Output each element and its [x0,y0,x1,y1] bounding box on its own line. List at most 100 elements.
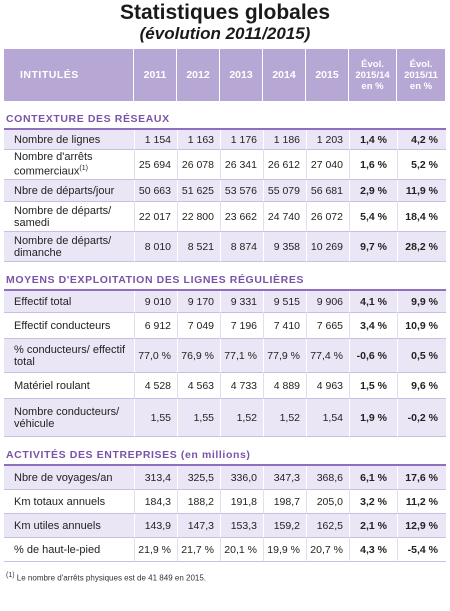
year-value-cell: 56 681 [306,180,349,202]
year-value-cell: 76,9 % [177,339,220,373]
evolution-2015-14-cell: 9,7 % [349,232,397,262]
year-value-cell: 77,4 % [306,339,349,373]
row-label-text: Nombre d'arrêts commerciaux [14,151,93,178]
year-value-cell: 8 521 [177,232,220,262]
year-value-cell: 9 515 [263,291,306,313]
header-evol-2015-11: Évol. 2015/11 en % [397,49,446,101]
row-label-text: Effectif conducteurs [14,319,111,332]
row-label: Effectif conducteurs [4,313,134,339]
header-evol-line: 2015/11 [404,69,438,81]
table-row: Nombre de lignes 1 154 1 163 1 176 1 186 1 20… [4,130,446,150]
table-row: Nbre de départs/jour 50 663 51 625 53 576 55… [4,180,446,202]
year-value-cell: 51 625 [177,180,220,202]
evolution-2015-11-cell: 12,9 % [397,514,446,538]
year-value-cell: 10 269 [306,232,349,262]
row-label-text: Nombre de départs/ samedi [14,204,112,229]
row-label-text: Nombre de lignes [14,133,101,146]
evolution-2015-11-cell: 10,9 % [397,313,446,339]
evolution-2015-11-cell: 9,9 % [397,291,446,313]
table-row: Nombre d'arrêts commerciaux(1) 25 694 26 0… [4,150,446,180]
year-value-cell: 26 078 [177,150,220,180]
header-year: 2015 [306,49,349,101]
row-label-text: Nbre de départs/jour [14,184,115,197]
year-value-cell: 1,55 [134,399,177,437]
evolution-2015-11-cell: -0,2 % [397,399,446,437]
section-header: CONTEXTURE DES RÉSEAUX [4,101,446,130]
row-label-text: Km utiles annuels [14,519,101,532]
header-label: INTITULÉS [4,49,134,101]
year-value-cell: 9 010 [134,291,177,313]
evolution-2015-11-cell: 4,2 % [397,130,446,150]
year-value-cell: 1 176 [220,130,263,150]
evolution-2015-11-cell: 11,9 % [397,180,446,202]
year-value-cell: 191,8 [220,490,263,514]
year-value-cell: 8 010 [134,232,177,262]
footnote-text: Le nombre d'arrêts physiques est de 41 8… [16,573,207,583]
year-value-cell: 27 040 [306,150,349,180]
year-value-cell: 198,7 [263,490,306,514]
table-row: Km utiles annuels 143,9 147,3 153,3 159,2 162… [4,514,446,538]
year-value-cell: 21,9 % [134,538,177,562]
evolution-2015-14-cell: 4,3 % [349,538,397,562]
year-value-cell: 4 528 [134,373,177,399]
evolution-2015-14-cell: 3,4 % [349,313,397,339]
row-label: Matériel roulant [4,373,134,399]
table-row: % de haut-le-pied 21,9 % 21,7 % 20,1 % 19,9 … [4,538,446,562]
table-row: Km totaux annuels 184,3 188,2 191,8 198,7 205… [4,490,446,514]
row-label: Effectif total [4,291,134,313]
row-label: % de haut-le-pied [4,538,134,562]
header-year: 2012 [177,49,220,101]
year-value-cell: 53 576 [220,180,263,202]
year-value-cell: 1,52 [220,399,263,437]
row-label-text: Nombre conducteurs/ véhicule [14,405,120,430]
year-value-cell: 22 800 [177,202,220,232]
year-value-cell: 23 662 [220,202,263,232]
year-value-cell: 159,2 [263,514,306,538]
evolution-2015-14-cell: 4,1 % [349,291,397,313]
year-value-cell: 368,6 [306,466,349,490]
evolution-2015-14-cell: -0,6 % [349,339,397,373]
year-value-cell: 1 203 [306,130,349,150]
year-value-cell: 7 049 [177,313,220,339]
year-value-cell: 7 196 [220,313,263,339]
year-value-cell: 20,7 % [306,538,349,562]
row-label-note: (1) [79,165,88,173]
row-label: Nombre de départs/ samedi [4,202,134,232]
table-row: Nombre de départs/ dimanche 8 010 8 521 8 8… [4,232,446,262]
evolution-2015-14-cell: 1,4 % [349,130,397,150]
evolution-2015-11-cell: 9,6 % [397,373,446,399]
row-label-text: Effectif total [14,295,72,308]
year-value-cell: 9 331 [220,291,263,313]
evolution-2015-11-cell: 18,4 % [397,202,446,232]
year-value-cell: 9 906 [306,291,349,313]
year-value-cell: 7 665 [306,313,349,339]
year-value-cell: 26 072 [306,202,349,232]
row-label: % conducteurs/ effectif total [4,339,134,373]
year-value-cell: 188,2 [177,490,220,514]
row-label-text: Nbre de voyages/an [14,471,113,484]
year-value-cell: 147,3 [177,514,220,538]
year-value-cell: 24 740 [263,202,306,232]
year-value-cell: 1,52 [263,399,306,437]
header-evol-line: en % [361,80,384,92]
header-year: 2013 [220,49,263,101]
year-value-cell: 25 694 [134,150,177,180]
evolution-2015-14-cell: 1,9 % [349,399,397,437]
year-value-cell: 1 186 [263,130,306,150]
header-evol-line: 2015/14 [355,69,390,81]
year-value-cell: 325,5 [177,466,220,490]
row-label: Nbre de voyages/an [4,466,134,490]
table-row: Nbre de voyages/an 313,4 325,5 336,0 347,3 36… [4,466,446,490]
table-row: % conducteurs/ effectif total 77,0 % 76,9 … [4,339,446,373]
evolution-2015-14-cell: 1,5 % [349,373,397,399]
header-year: 2011 [134,49,177,101]
year-value-cell: 184,3 [134,490,177,514]
row-label: Nombre conducteurs/ véhicule [4,399,134,437]
year-value-cell: 336,0 [220,466,263,490]
year-value-cell: 55 079 [263,180,306,202]
evolution-2015-11-cell: -5,4 % [397,538,446,562]
evolution-2015-11-cell: 17,6 % [397,466,446,490]
year-value-cell: 205,0 [306,490,349,514]
evolution-2015-14-cell: 6,1 % [349,466,397,490]
year-value-cell: 347,3 [263,466,306,490]
